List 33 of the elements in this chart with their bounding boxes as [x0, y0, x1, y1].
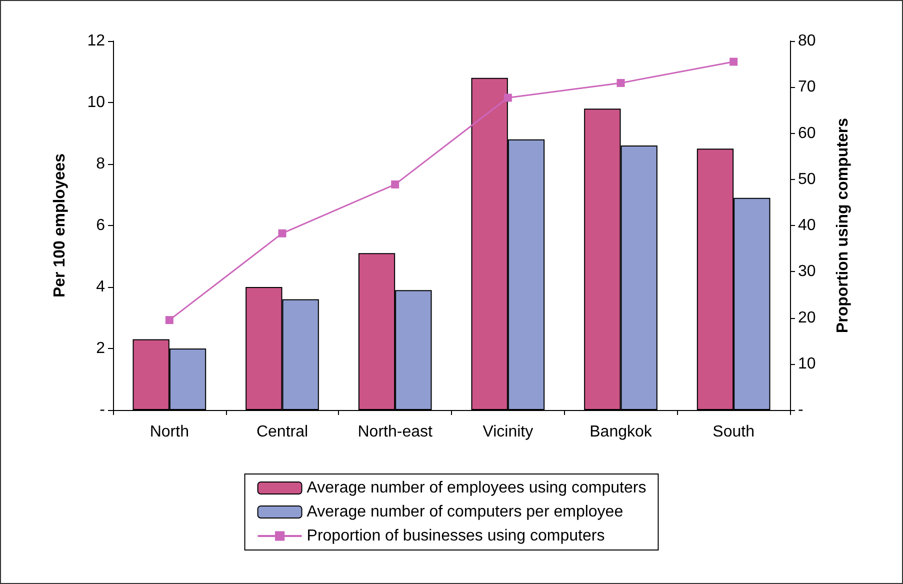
- y-tick-label: 2: [96, 340, 106, 357]
- y2-tick-label: 80: [798, 32, 816, 50]
- x-tick-label: North-east: [358, 424, 433, 440]
- y-tick-label: 12: [87, 32, 106, 50]
- point: [616, 78, 625, 87]
- x-tick-label: South: [712, 424, 754, 440]
- x-tick-label: North: [150, 424, 189, 440]
- y2-tick-label: 70: [798, 78, 816, 96]
- x-tick-label: Vicinity: [482, 424, 534, 440]
- y2-tick-label: -: [798, 402, 804, 418]
- y2-tick-label: 60: [798, 124, 816, 142]
- point: [504, 94, 512, 102]
- y-tick-label: 6: [96, 217, 106, 234]
- point: [391, 180, 400, 188]
- point: [165, 316, 174, 324]
- x-tick-label: Central: [256, 424, 308, 440]
- legend-label: Average number of computers per employee: [306, 504, 624, 520]
- y2-tick-label: 50: [798, 170, 816, 188]
- y2-tick-label: 40: [798, 217, 816, 234]
- y2-tick-label: 30: [798, 263, 816, 280]
- point: [278, 229, 286, 238]
- y-tick-label: 8: [96, 156, 106, 172]
- legend-label: Proportion of businesses using computers: [306, 528, 605, 544]
- x-tick-label: Bangkok: [590, 424, 653, 440]
- y2-tick-label: 20: [798, 309, 816, 326]
- y-tick-label: 4: [96, 278, 106, 296]
- y-axis-title: Per 100 employees: [52, 153, 68, 298]
- y-tick-label: -: [100, 402, 105, 418]
- y-tick-label: 10: [87, 94, 106, 111]
- point: [730, 58, 738, 66]
- y2-tick-label: 10: [798, 355, 816, 372]
- legend-label: Average number of employees using computers: [306, 480, 646, 496]
- y2-axis-title: Proportion using computers: [834, 118, 852, 334]
